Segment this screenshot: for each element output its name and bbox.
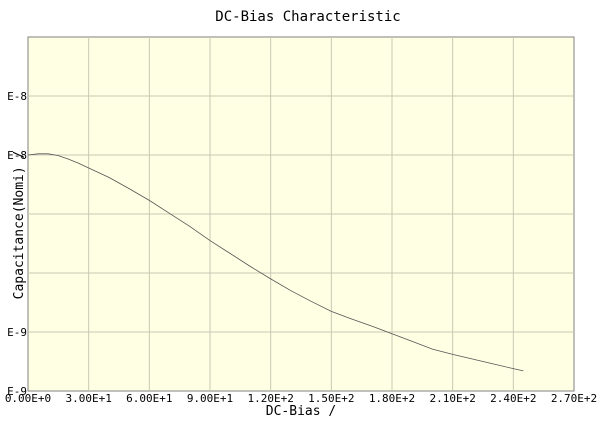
- x-tick-label: 1.20E+2: [247, 392, 293, 405]
- y-tick-label: E-8: [7, 149, 27, 162]
- grid-lines: [28, 37, 574, 391]
- x-tick-label: 0.00E+0: [5, 392, 51, 405]
- x-tick-label: 2.40E+2: [490, 392, 536, 405]
- x-tick-label: 1.50E+2: [308, 392, 354, 405]
- x-tick-label: 6.00E+1: [126, 392, 172, 405]
- y-tick-label: E-8: [7, 90, 27, 103]
- x-tick-label: 9.00E+1: [187, 392, 233, 405]
- series-layer: [27, 153, 524, 372]
- x-tick-label: 2.10E+2: [429, 392, 475, 405]
- series-line: [27, 153, 524, 372]
- x-tick-label: 2.70E+2: [551, 392, 597, 405]
- y-axis-label: Capacitance(Nomi) /: [12, 151, 27, 300]
- tick-labels: 0.00E+0 3.00E+1 6.00E+1 9.00E+1 1.20E+2 1.50E…: [5, 90, 597, 405]
- x-tick-label: 1.80E+2: [369, 392, 415, 405]
- chart-title: DC-Bias Characteristic: [215, 9, 400, 25]
- x-axis-label: DC-Bias /: [266, 404, 336, 419]
- y-tick-label: E-9: [7, 326, 27, 339]
- x-tick-label: 3.00E+1: [65, 392, 111, 405]
- y-tick-label: E-9: [7, 385, 27, 398]
